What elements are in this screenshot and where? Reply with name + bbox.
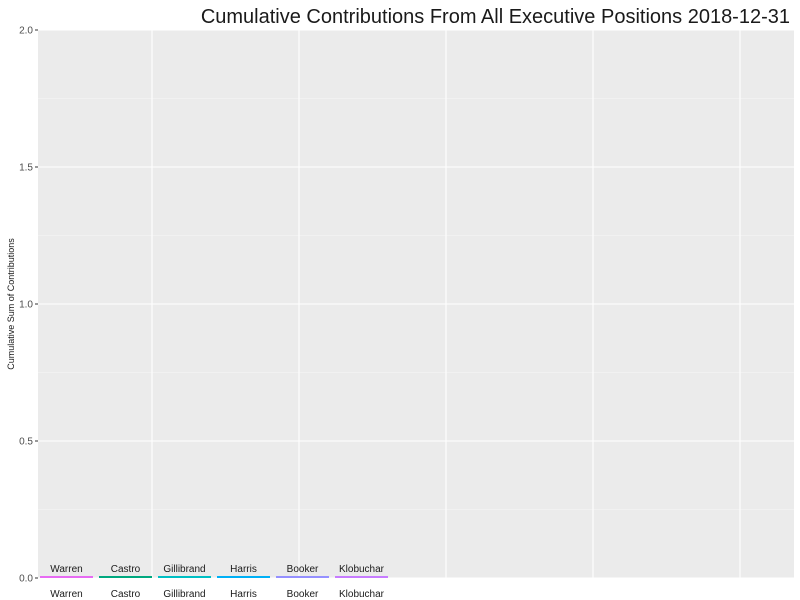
bar-warren <box>40 576 93 578</box>
bar-label-gillibrand: Gillibrand <box>163 564 205 575</box>
bar-gillibrand <box>158 576 211 578</box>
y-tick-label: 2.0 <box>19 26 33 37</box>
bar-label-klobuchar: Klobuchar <box>339 564 385 575</box>
chart-title: Cumulative Contributions From All Execut… <box>201 6 790 28</box>
x-tick-label-castro: Castro <box>111 589 141 600</box>
y-tick-label: 1.0 <box>19 300 33 311</box>
bar-label-warren: Warren <box>50 564 82 575</box>
bar-label-castro: Castro <box>111 564 141 575</box>
bar-label-harris: Harris <box>230 564 257 575</box>
x-labels-group: Warren Castro Gillibrand Harris Booker Klobuc… <box>50 589 384 600</box>
bar-label-booker: Booker <box>287 564 319 575</box>
x-tick-label-gillibrand: Gillibrand <box>163 589 205 600</box>
y-ticks-group: 0.0 0.5 1.0 1.5 2.0 <box>19 26 38 585</box>
bar-klobuchar <box>335 576 388 578</box>
x-tick-label-klobuchar: Klobuchar <box>339 589 385 600</box>
bar-labels-group: Warren Castro Gillibrand Harris Booker Klobuc… <box>50 564 384 575</box>
x-tick-label-harris: Harris <box>230 589 257 600</box>
grid-minor <box>38 98 794 510</box>
x-tick-label-warren: Warren <box>50 589 82 600</box>
bars-group <box>40 576 388 578</box>
y-axis-label: Cumulative Sum of Contributions <box>6 238 16 370</box>
bar-castro <box>99 576 152 578</box>
y-tick-label: 0.0 <box>19 574 33 585</box>
bar-booker <box>276 576 329 578</box>
grid-major <box>38 29 794 579</box>
y-tick-label: 0.5 <box>19 437 33 448</box>
y-tick-label: 1.5 <box>19 163 33 174</box>
x-tick-label-booker: Booker <box>287 589 319 600</box>
bar-harris <box>217 576 270 578</box>
